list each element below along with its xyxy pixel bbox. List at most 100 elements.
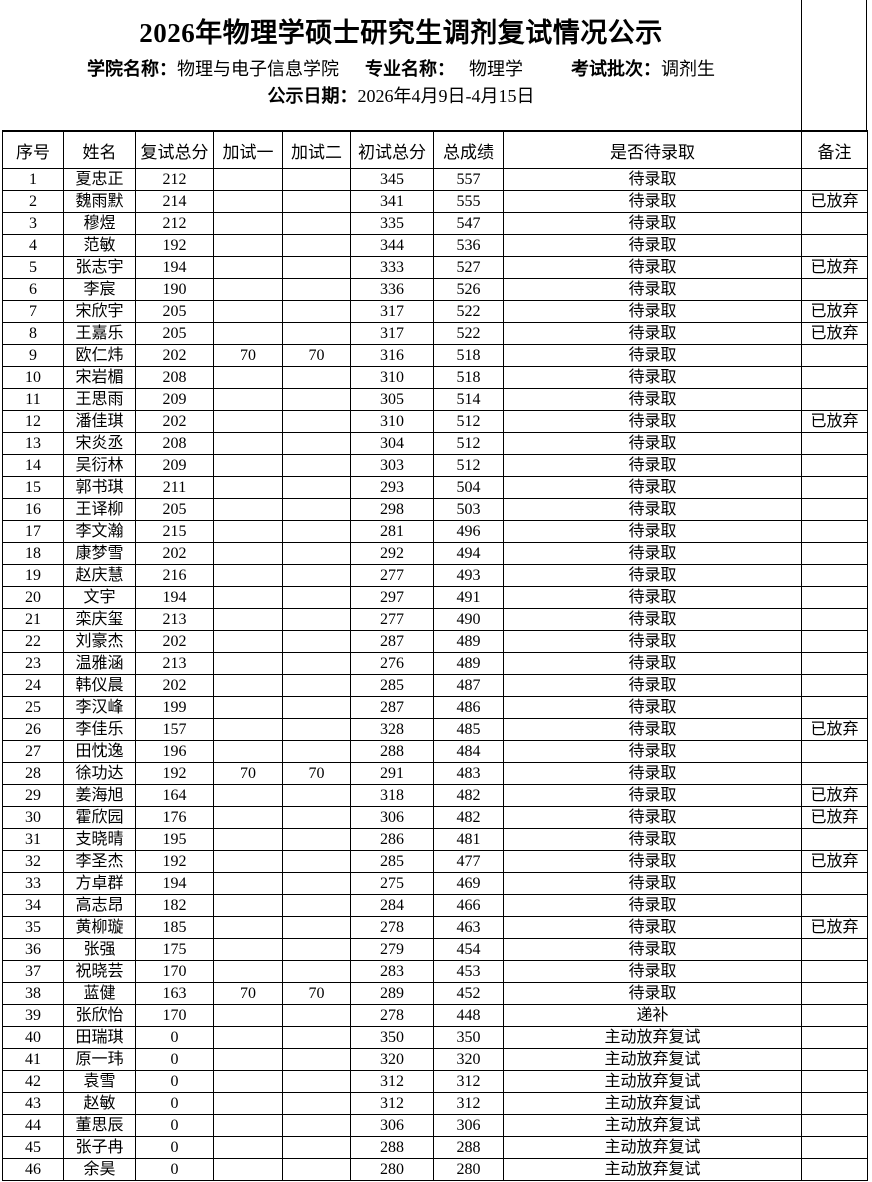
cell-total-score: 493 — [433, 564, 504, 587]
cell-note — [801, 960, 868, 983]
cell-note — [801, 1026, 868, 1049]
cell-no: 27 — [2, 740, 64, 763]
cell-total-score: 481 — [433, 828, 504, 851]
cell-no: 31 — [2, 828, 64, 851]
cell-retest-total: 192 — [135, 234, 214, 257]
cell-name: 李宸 — [63, 278, 136, 301]
cell-extra-test-1 — [213, 564, 283, 587]
table-row: 8 王嘉乐 205 317 522 待录取 已放弃 — [2, 322, 868, 345]
cell-extra-test-2 — [282, 850, 351, 873]
cell-initial-total: 286 — [350, 828, 434, 851]
cell-note: 已放弃 — [801, 300, 868, 323]
cell-name: 文宇 — [63, 586, 136, 609]
table-row: 15 郭书琪 211 293 504 待录取 — [2, 476, 868, 499]
cell-name: 欧仁炜 — [63, 344, 136, 367]
cell-admission-status: 主动放弃复试 — [503, 1114, 802, 1137]
col-header-note: 备注 — [801, 130, 868, 169]
cell-note — [801, 542, 868, 565]
cell-no: 10 — [2, 366, 64, 389]
cell-no: 46 — [2, 1158, 64, 1181]
cell-total-score: 547 — [433, 212, 504, 235]
table-row: 31 支晓晴 195 286 481 待录取 — [2, 828, 868, 851]
cell-extra-test-2 — [282, 190, 351, 213]
cell-no: 28 — [2, 762, 64, 785]
cell-retest-total: 195 — [135, 828, 214, 851]
cell-name: 李佳乐 — [63, 718, 136, 741]
cell-extra-test-2 — [282, 718, 351, 741]
table-row: 4 范敏 192 344 536 待录取 — [2, 234, 868, 257]
cell-extra-test-2 — [282, 256, 351, 279]
cell-initial-total: 287 — [350, 696, 434, 719]
cell-no: 32 — [2, 850, 64, 873]
cell-name: 宋炎丞 — [63, 432, 136, 455]
cell-extra-test-2 — [282, 476, 351, 499]
cell-extra-test-1 — [213, 278, 283, 301]
cell-retest-total: 175 — [135, 938, 214, 961]
cell-initial-total: 281 — [350, 520, 434, 543]
cell-retest-total: 0 — [135, 1092, 214, 1115]
table-body: 1 夏忠正 212 345 557 待录取 2 魏雨默 214 341 555 … — [2, 168, 868, 1181]
cell-admission-status: 待录取 — [503, 806, 802, 829]
cell-extra-test-1 — [213, 476, 283, 499]
cell-total-score: 463 — [433, 916, 504, 939]
cell-retest-total: 194 — [135, 586, 214, 609]
cell-extra-test-2 — [282, 234, 351, 257]
cell-note — [801, 234, 868, 257]
cell-retest-total: 0 — [135, 1136, 214, 1159]
cell-name: 温雅涵 — [63, 652, 136, 675]
table-row: 10 宋岩楣 208 310 518 待录取 — [2, 366, 868, 389]
table-row: 13 宋炎丞 208 304 512 待录取 — [2, 432, 868, 455]
cell-no: 2 — [2, 190, 64, 213]
cell-admission-status: 主动放弃复试 — [503, 1048, 802, 1071]
cell-no: 8 — [2, 322, 64, 345]
cell-note — [801, 498, 868, 521]
cell-no: 4 — [2, 234, 64, 257]
cell-total-score: 491 — [433, 586, 504, 609]
cell-note — [801, 1136, 868, 1159]
cell-admission-status: 待录取 — [503, 982, 802, 1005]
cell-initial-total: 317 — [350, 322, 434, 345]
cell-note — [801, 520, 868, 543]
cell-extra-test-2 — [282, 652, 351, 675]
cell-extra-test-1 — [213, 674, 283, 697]
cell-name: 栾庆玺 — [63, 608, 136, 631]
cell-retest-total: 170 — [135, 1004, 214, 1027]
cell-admission-status: 待录取 — [503, 960, 802, 983]
table-row: 36 张强 175 279 454 待录取 — [2, 938, 868, 961]
cell-total-score: 484 — [433, 740, 504, 763]
table-row: 24 韩仪晨 202 285 487 待录取 — [2, 674, 868, 697]
cell-initial-total: 344 — [350, 234, 434, 257]
cell-extra-test-2 — [282, 168, 351, 191]
cell-extra-test-1 — [213, 432, 283, 455]
cell-admission-status: 待录取 — [503, 696, 802, 719]
cell-no: 33 — [2, 872, 64, 895]
cell-name: 张强 — [63, 938, 136, 961]
cell-note — [801, 608, 868, 631]
cell-note — [801, 388, 868, 411]
cell-no: 6 — [2, 278, 64, 301]
cell-admission-status: 待录取 — [503, 652, 802, 675]
remark-column-left-border — [801, 0, 802, 130]
cell-extra-test-1 — [213, 1026, 283, 1049]
cell-total-score: 312 — [433, 1092, 504, 1115]
cell-name: 支晓晴 — [63, 828, 136, 851]
table-row: 17 李文瀚 215 281 496 待录取 — [2, 520, 868, 543]
cell-total-score: 288 — [433, 1136, 504, 1159]
cell-total-score: 487 — [433, 674, 504, 697]
cell-note — [801, 278, 868, 301]
cell-total-score: 312 — [433, 1070, 504, 1093]
cell-retest-total: 209 — [135, 454, 214, 477]
cell-name: 吴衍林 — [63, 454, 136, 477]
cell-note — [801, 674, 868, 697]
cell-retest-total: 202 — [135, 630, 214, 653]
cell-extra-test-2 — [282, 212, 351, 235]
cell-extra-test-1 — [213, 1114, 283, 1137]
cell-admission-status: 待录取 — [503, 454, 802, 477]
cell-no: 14 — [2, 454, 64, 477]
cell-extra-test-2 — [282, 1070, 351, 1093]
cell-retest-total: 209 — [135, 388, 214, 411]
school-value: 物理与电子信息学院 — [177, 59, 339, 79]
cell-note — [801, 454, 868, 477]
cell-initial-total: 341 — [350, 190, 434, 213]
cell-total-score: 452 — [433, 982, 504, 1005]
